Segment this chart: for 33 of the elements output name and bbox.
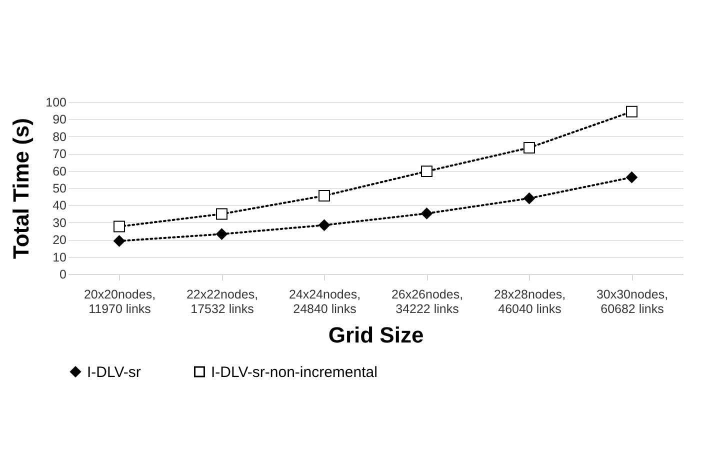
y-axis-title: Total Time (s) <box>8 118 34 259</box>
legend-label: I-DLV-sr-non-incremental <box>211 364 378 381</box>
x-tick-label: 30x30nodes, 60682 links <box>596 288 668 316</box>
y-tick-label: 0 <box>60 268 67 282</box>
point <box>626 106 638 118</box>
x-tick-label: 22x22nodes, 17532 links <box>186 288 258 316</box>
point <box>114 235 125 247</box>
point <box>114 220 125 232</box>
x-axis-title: Grid Size <box>328 322 424 348</box>
y-tick-label: 100 <box>46 96 67 110</box>
point <box>626 172 638 184</box>
point <box>318 219 330 231</box>
y-tick-label: 70 <box>52 147 67 162</box>
y-tick-label: 60 <box>52 164 67 178</box>
y-tick-label: 50 <box>52 182 67 196</box>
point <box>421 166 432 178</box>
point <box>421 208 432 220</box>
y-tick-label: 30 <box>52 216 67 230</box>
y-tick-label: 40 <box>52 198 67 213</box>
point <box>216 228 228 240</box>
x-tick-label: 26x26nodes, 34222 links <box>391 288 464 316</box>
point <box>524 192 535 204</box>
x-tick-label: 28x28nodes, 46040 links <box>494 288 566 316</box>
point <box>216 208 228 220</box>
y-tick-label: 80 <box>52 130 67 144</box>
y-tick-label: 10 <box>52 250 67 264</box>
x-tick-label: 24x24nodes, 24840 links <box>288 288 361 316</box>
y-tick-label: 20 <box>52 233 67 248</box>
y-tick-label: 90 <box>52 112 67 127</box>
legend-label: I-DLV-sr <box>87 364 141 381</box>
point <box>318 190 330 202</box>
x-tick-label: 20x20nodes, 11970 links <box>84 288 156 316</box>
point <box>524 142 535 154</box>
